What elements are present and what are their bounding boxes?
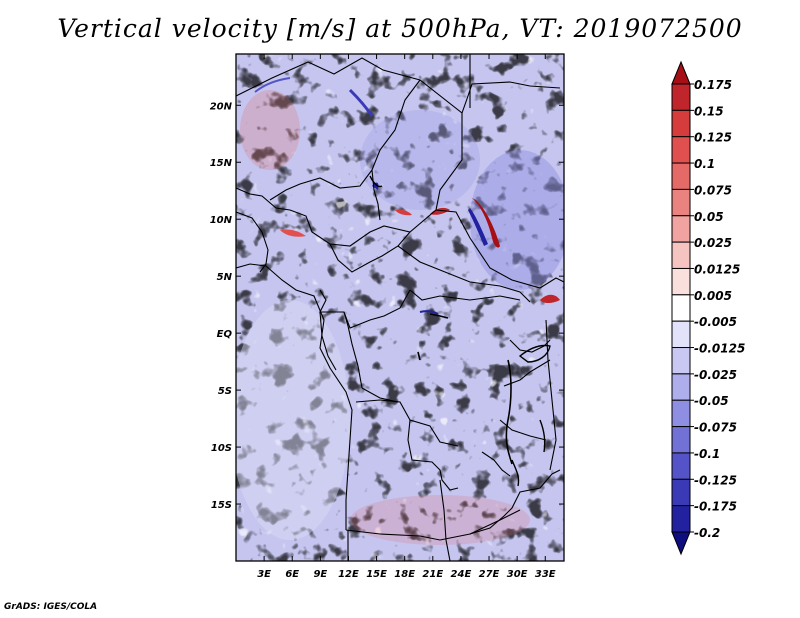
lon-tick-label: 12E [338,569,359,580]
colorbar-segment [671,267,691,296]
colorbar-label: -0.175 [694,500,737,514]
colorbar-label: 0.075 [694,183,732,197]
colorbar-bottom-arrow [671,531,691,556]
lat-tick-label: EQ [217,329,233,340]
colorbar-segment [671,215,691,243]
colorbar-segment [671,188,691,217]
colorbar-label: 0.1 [694,157,715,171]
colorbar-label: -0.05 [694,394,729,408]
colorbar-segment [671,241,691,269]
colorbar-segment [671,136,691,164]
colorbar-label: -0.125 [694,473,737,487]
colorbar: 0.175 0.15 0.125 0.1 0.075 0.05 0.025 0.0125 0.0… [671,60,745,556]
lon-tick-label: 3E [257,569,271,580]
colorbar-segment [671,320,691,349]
colorbar-segment [671,478,691,507]
lat-tick-label: 20N [210,101,233,112]
colorbar-label: 0.005 [694,289,732,303]
colorbar-segment [671,399,691,428]
colorbar-segment [671,373,691,401]
grads-credit: GrADS: IGES/COLA [4,602,98,612]
colorbar-segment [671,294,691,322]
colorbar-label: -0.005 [694,315,737,329]
lon-tick-label: 6E [285,569,299,580]
colorbar-top-arrow [671,60,691,85]
lon-tick-label: 33E [535,569,556,580]
colorbar-label: -0.075 [694,421,737,435]
colorbar-label: 0.0125 [694,262,740,276]
colorbar-label: 0.05 [694,210,724,224]
colorbar-segment [671,505,691,533]
colorbar-label: -0.1 [694,447,720,461]
colorbar-label: 0.15 [694,104,724,118]
colorbar-segment [671,109,691,138]
lon-tick-label: 24E [451,569,472,580]
lon-tick-label: 30E [507,569,528,580]
colorbar-label: 0.025 [694,236,732,250]
lon-tick-label: 18E [394,569,415,580]
map-frame [235,53,565,562]
lat-tick-label: 5N [217,272,233,283]
colorbar-segment [671,452,691,480]
lat-tick-label: 5S [218,386,232,397]
plot-title: Vertical velocity [m/s] at 500hPa, VT: 2… [57,14,743,43]
lat-tick-label: 10S [211,443,232,454]
lat-tick-label: 10N [210,215,233,226]
colorbar-segment [671,426,691,454]
lat-tick-label: 15N [210,158,233,169]
lon-tick-label: 21E [422,569,443,580]
colorbar-label: -0.2 [694,526,720,540]
lon-tick-label: 27E [479,569,500,580]
colorbar-label: -0.025 [694,368,737,382]
country-borders [236,54,564,561]
lat-tick-label: 15S [211,500,232,511]
colorbar-segment [671,83,691,111]
lon-tick-label: 9E [313,569,327,580]
strong-ascent-features [254,77,560,315]
colorbar-segment [671,162,691,190]
lon-tick-label: 15E [366,569,387,580]
map-axes: 3E 6E 9E 12E 15E 18E 21E 24E 27E 30E 33E 20N 15N 10N 5… [210,53,565,580]
colorbar-label: 0.175 [694,78,732,92]
colorbar-segment [671,347,691,375]
colorbar-label: 0.125 [694,131,732,145]
colorbar-label: -0.0125 [694,342,745,356]
